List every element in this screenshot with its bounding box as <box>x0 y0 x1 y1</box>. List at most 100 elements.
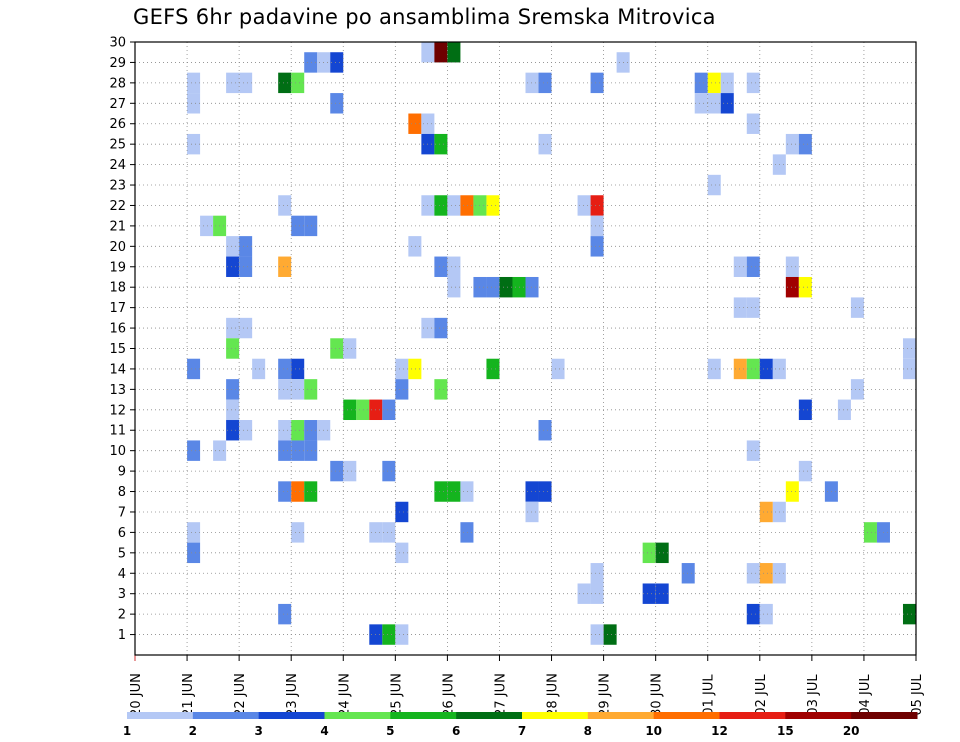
y-tick-label: 2 <box>118 608 126 623</box>
x-tick-label: 20 JUN <box>129 673 144 717</box>
legend-label: 5 <box>386 724 394 738</box>
heatmap-cell <box>395 542 409 564</box>
chart-title: GEFS 6hr padavine po ansamblima Sremska … <box>133 5 716 29</box>
heatmap-cell <box>291 215 305 237</box>
heatmap-cell <box>538 133 552 155</box>
heatmap-cell <box>759 563 773 584</box>
legend-swatch <box>851 712 918 719</box>
heatmap-cell <box>837 399 851 421</box>
heatmap-cell <box>590 236 604 257</box>
x-tick-label: 29 JUN <box>598 673 613 717</box>
heatmap-cell <box>785 256 799 277</box>
heatmap-cell <box>642 583 656 604</box>
heatmap-cell <box>343 399 357 421</box>
heatmap-cell <box>434 42 448 63</box>
heatmap-cell <box>330 338 344 359</box>
legend-swatch <box>324 712 391 719</box>
heatmap-cell <box>785 276 799 298</box>
y-tick-label: 3 <box>118 587 126 602</box>
x-tick-label: 27 JUN <box>493 673 508 717</box>
heatmap-cell <box>304 420 318 441</box>
heatmap-cell <box>746 113 760 134</box>
heatmap-cell <box>187 93 201 114</box>
heatmap-cell <box>408 358 422 380</box>
heatmap-cell <box>343 338 357 359</box>
x-tick-label: 01 JUL <box>702 674 717 716</box>
heatmap-cell <box>239 420 253 441</box>
legend-swatch <box>258 712 325 719</box>
y-tick-label: 12 <box>109 403 126 418</box>
heatmap-cell <box>798 460 812 482</box>
heatmap-cell <box>538 481 552 502</box>
heatmap-cell <box>551 358 565 380</box>
legend-swatch <box>653 712 720 719</box>
heatmap-cell <box>187 542 201 564</box>
heatmap-cell <box>356 399 370 421</box>
cells-layer <box>187 42 916 645</box>
heatmap-cell <box>590 563 604 584</box>
heatmap-cell <box>226 338 240 359</box>
heatmap-cell <box>239 317 253 339</box>
heatmap-cell <box>642 542 656 564</box>
heatmap-cell <box>382 460 396 482</box>
heatmap-cell <box>525 276 539 298</box>
heatmap-cell <box>499 276 513 298</box>
heatmap-cell <box>486 276 500 298</box>
legend-label: 4 <box>320 724 328 738</box>
heatmap-cell <box>746 297 760 318</box>
heatmap-cell <box>746 256 760 277</box>
heatmap-cell <box>785 481 799 502</box>
heatmap-cell <box>850 297 864 318</box>
heatmap-cell <box>226 256 240 277</box>
heatmap-cell <box>850 379 864 400</box>
heatmap-cell <box>382 399 396 421</box>
legend-swatch <box>192 712 260 719</box>
x-tick-label: 02 JUL <box>754 674 769 716</box>
legend-label: 12 <box>711 724 728 738</box>
heatmap-cell <box>525 501 539 523</box>
heatmap-cell <box>603 624 617 645</box>
heatmap-cell <box>486 195 500 216</box>
y-tick-label: 27 <box>109 97 126 112</box>
heatmap-cell <box>590 72 604 94</box>
heatmap-cell <box>759 358 773 380</box>
x-tick-label: 24 JUN <box>337 673 352 717</box>
y-tick-label: 17 <box>109 301 126 316</box>
x-tick-label: 05 JUL <box>910 674 925 716</box>
y-tick-label: 18 <box>109 281 126 296</box>
heatmap-cell <box>291 420 305 441</box>
heatmap-cell <box>434 195 448 216</box>
legend-swatch <box>785 712 852 719</box>
heatmap-cell <box>460 522 474 543</box>
legend-label: 3 <box>254 724 262 738</box>
y-tick-label: 6 <box>118 526 126 541</box>
heatmap-cell <box>447 195 461 216</box>
y-tick-label: 5 <box>118 546 126 561</box>
heatmap-cell <box>278 379 292 400</box>
heatmap-cell <box>226 379 240 400</box>
heatmap-cell <box>278 256 292 277</box>
heatmap-cell <box>278 603 292 625</box>
y-tick-label: 11 <box>109 424 126 439</box>
heatmap-cell <box>447 42 461 63</box>
heatmap-cell <box>434 379 448 400</box>
legend-swatch <box>522 712 589 719</box>
heatmap-cell <box>863 522 877 543</box>
y-tick-label: 9 <box>118 465 126 480</box>
heatmap-cell <box>291 522 305 543</box>
heatmap-cell <box>746 358 760 380</box>
color-legend: 1 2 3 4 5 6 7 8 10 12 15 20 <box>123 712 918 738</box>
heatmap-cell <box>408 113 422 134</box>
heatmap-cell <box>187 133 201 155</box>
legend-label: 10 <box>645 724 662 738</box>
heatmap-cell <box>733 297 747 318</box>
heatmap-cell <box>746 563 760 584</box>
heatmap-cell <box>304 379 318 400</box>
heatmap-cell <box>707 72 721 94</box>
heatmap-cell <box>434 317 448 339</box>
heatmap-cell <box>330 52 344 73</box>
y-tick-label: 4 <box>118 567 126 582</box>
y-tick-label: 25 <box>109 138 126 153</box>
heatmap-cell <box>239 256 253 277</box>
